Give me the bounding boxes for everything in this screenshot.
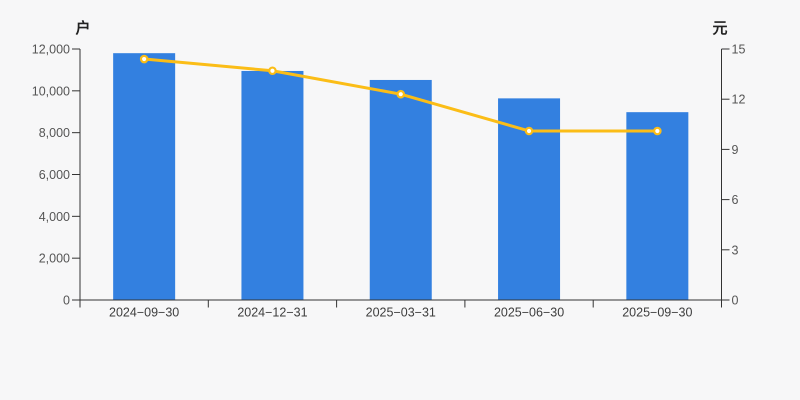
- y-axis-right-tick-label: 15: [732, 43, 746, 57]
- x-axis-category-label: 2025−09−30: [622, 306, 692, 320]
- trend-line-marker: [139, 54, 149, 64]
- bar-2025−03−31: [369, 79, 432, 300]
- y-axis-left-tick-label: 4,000: [39, 210, 70, 224]
- y-axis-left-tick-label: 8,000: [39, 126, 70, 140]
- x-axis-category-label: 2024−09−30: [109, 306, 179, 320]
- y-axis-left-tick-label: 12,000: [32, 43, 70, 57]
- x-axis-category-label: 2024−12−31: [237, 306, 307, 320]
- y-axis-right-tick-label: 12: [732, 93, 746, 107]
- x-axis-category-label: 2025−06−30: [494, 306, 564, 320]
- y-axis-left-tick-label: 10,000: [32, 84, 70, 98]
- trend-line-marker: [524, 126, 534, 136]
- y-axis-right-tick-label: 9: [732, 143, 739, 157]
- y-axis-right-tick-label: 0: [732, 294, 739, 308]
- y-axis-left-tick-label: 0: [63, 294, 70, 308]
- y-axis-right-tick-label: 6: [732, 193, 739, 207]
- y-axis-left-tick-label: 2,000: [39, 252, 70, 266]
- bar-2024−09−30: [113, 53, 176, 300]
- bar-2025−09−30: [626, 112, 689, 300]
- right-axis-unit-label: 元: [712, 20, 728, 37]
- bar-2024−12−31: [241, 70, 304, 301]
- trend-line-marker: [268, 66, 277, 76]
- x-axis-category-label: 2025−03−31: [366, 306, 436, 320]
- left-axis-unit-label: 户: [75, 20, 91, 37]
- y-axis-left-tick-label: 6,000: [39, 168, 70, 182]
- trend-line-marker: [396, 89, 406, 99]
- y-axis-right-tick-label: 3: [732, 243, 739, 257]
- trend-line-marker: [653, 126, 662, 136]
